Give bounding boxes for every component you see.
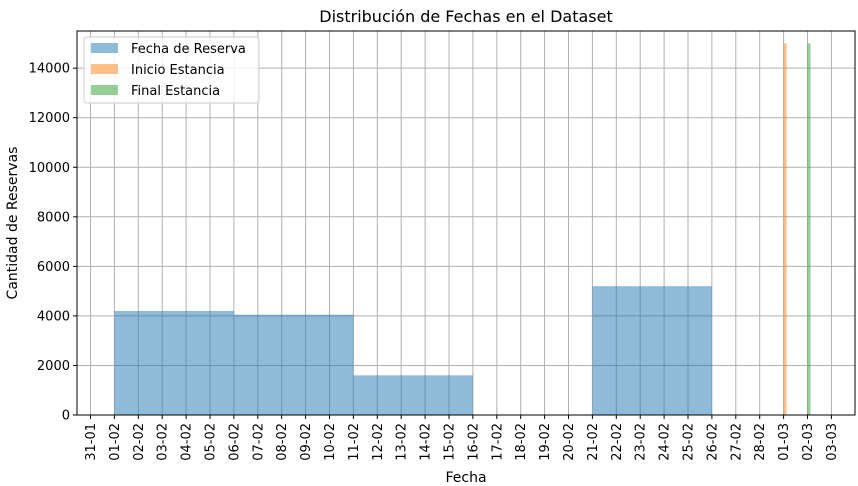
y-tick-label: 14000 — [29, 62, 70, 77]
legend: Fecha de Reserva Inicio Estancia Final Est… — [83, 36, 260, 104]
bar — [783, 43, 787, 416]
bars — [114, 43, 811, 416]
x-tick-label: 11-02 — [347, 423, 362, 461]
y-tick-label: 6000 — [37, 260, 70, 275]
y-tick-label: 10000 — [29, 161, 70, 176]
plot-frame — [76, 30, 856, 416]
x-tick-label: 23-02 — [634, 423, 649, 461]
x-tick-label: 02-02 — [132, 423, 147, 461]
legend-label: Final Estancia — [131, 84, 220, 99]
x-tick-label: 20-02 — [562, 423, 577, 461]
x-tick-label: 05-02 — [204, 423, 219, 461]
legend-label: Inicio Estancia — [131, 63, 225, 78]
legend-swatch — [91, 85, 118, 95]
x-tick-label: 26-02 — [705, 423, 720, 461]
y-axis-label: Cantidad de Reservas — [5, 147, 21, 300]
y-tick-label: 8000 — [37, 210, 70, 225]
x-tick-label: 03-02 — [156, 423, 171, 461]
x-tick-label: 14-02 — [419, 423, 434, 461]
x-tick-label: 24-02 — [658, 423, 673, 461]
x-tick-label: 15-02 — [443, 423, 458, 461]
x-tick-label: 03-03 — [825, 423, 840, 461]
legend-label: Fecha de Reserva — [131, 42, 246, 57]
x-axis: 31-01 01-02 02-02 03-02 04-02 05-02 06-02 07-02… — [84, 415, 840, 461]
x-tick-label: 08-02 — [275, 423, 290, 461]
x-tick-label: 13-02 — [395, 423, 410, 461]
y-tick-label: 0 — [62, 409, 70, 424]
x-tick-label: 01-03 — [777, 423, 792, 461]
x-axis-label: Fecha — [445, 470, 486, 486]
x-tick-label: 09-02 — [299, 423, 314, 461]
x-tick-label: 27-02 — [729, 423, 744, 461]
x-tick-label: 16-02 — [466, 423, 481, 461]
x-tick-label: 07-02 — [251, 423, 266, 461]
x-tick-label: 31-01 — [84, 423, 99, 461]
y-tick-label: 12000 — [29, 111, 70, 126]
x-tick-label: 18-02 — [514, 423, 529, 461]
bar — [233, 314, 354, 415]
bar — [807, 43, 811, 416]
x-tick-label: 21-02 — [586, 423, 601, 461]
chart-title: Distribución de Fechas en el Dataset — [319, 7, 612, 26]
x-tick-label: 19-02 — [538, 423, 553, 461]
legend-swatch — [91, 64, 118, 74]
bar — [592, 286, 712, 415]
y-axis: 0 2000 4000 6000 8000 10000 12000 14000 — [29, 62, 77, 424]
x-tick-label: 25-02 — [682, 423, 697, 461]
x-tick-label: 22-02 — [610, 423, 625, 461]
x-tick-label: 17-02 — [490, 423, 505, 461]
bar — [353, 375, 473, 415]
x-tick-label: 01-02 — [108, 423, 123, 461]
x-tick-label: 12-02 — [371, 423, 386, 461]
legend-box — [83, 36, 260, 104]
x-tick-label: 06-02 — [227, 423, 242, 461]
y-tick-label: 2000 — [37, 359, 70, 374]
legend-swatch — [91, 43, 118, 53]
x-tick-label: 28-02 — [753, 423, 768, 461]
y-tick-label: 4000 — [37, 309, 70, 324]
x-tick-label: 10-02 — [323, 423, 338, 461]
x-tick-label: 04-02 — [180, 423, 195, 461]
x-tick-label: 02-03 — [801, 423, 816, 461]
bar — [114, 310, 234, 415]
